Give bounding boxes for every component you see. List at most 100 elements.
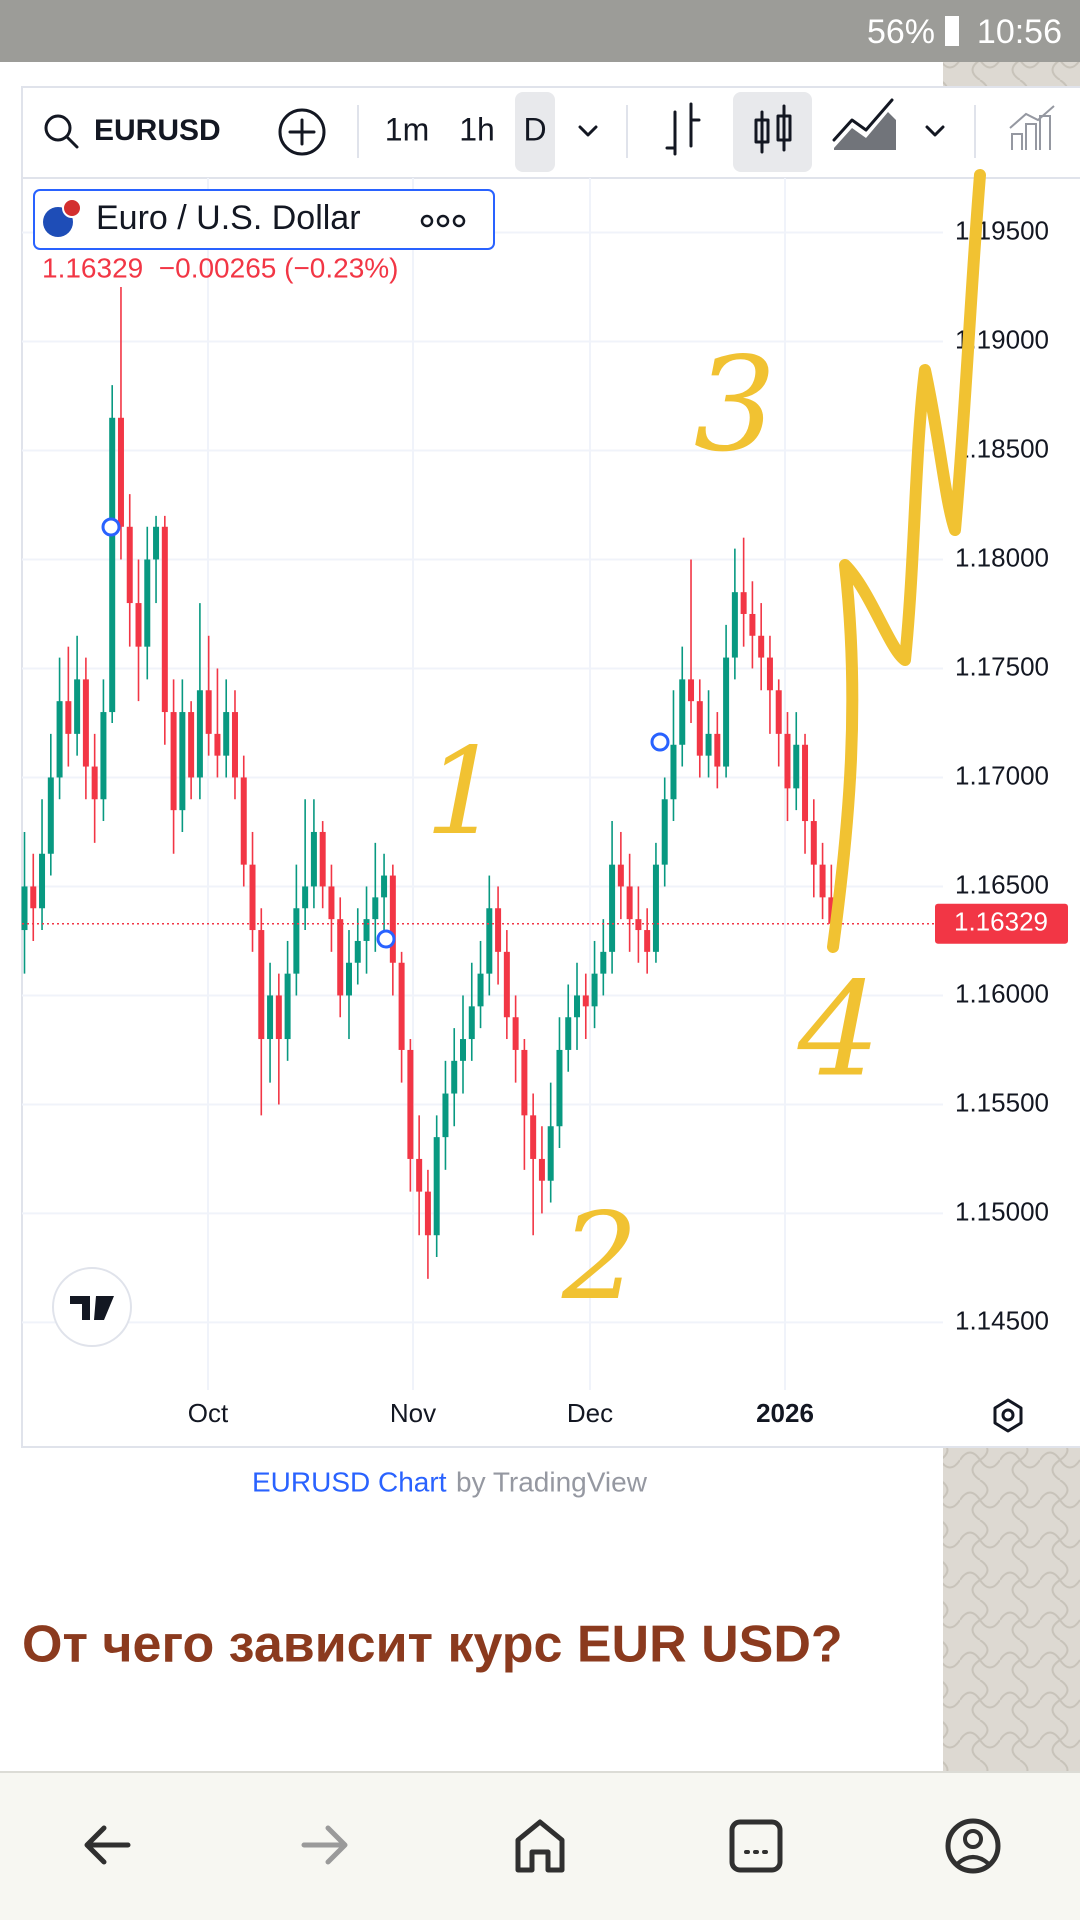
active-type-bg (733, 92, 812, 172)
plot: Oct Nov Dec 2026 1.14500 1.15000 1.15500 1.1600… (21, 178, 1068, 1428)
y-tick-label: 1.17500 (955, 651, 1049, 681)
candle-body (460, 1039, 466, 1061)
chevron[interactable] (925, 125, 945, 137)
x-tick-label: Nov (390, 1398, 436, 1428)
candle-body (319, 831, 326, 887)
candle-body (591, 973, 598, 1007)
candle-body (538, 1158, 545, 1181)
candle-body (784, 733, 791, 789)
interval[interactable]: 1h (459, 111, 495, 147)
search-icon[interactable] (44, 114, 72, 142)
candle-body (65, 701, 72, 734)
candle-body (345, 962, 352, 996)
candle-body (696, 701, 703, 756)
candle-body (688, 679, 695, 702)
indicators-icon[interactable] (1009, 105, 1055, 150)
event-marker[interactable] (650, 732, 670, 752)
candle-body (153, 526, 160, 560)
candle-body (39, 853, 46, 909)
y-tick-label: 1.15000 (955, 1196, 1049, 1226)
candle-body (188, 712, 195, 778)
add-symbol[interactable] (278, 108, 326, 156)
candle-body (802, 744, 809, 822)
legend-box[interactable] (33, 189, 495, 250)
candle-body (170, 712, 177, 811)
annotation: 4 (797, 954, 881, 1106)
annotation: 3 (694, 329, 777, 481)
candle-body (661, 799, 668, 865)
scribble (827, 169, 986, 953)
back-button[interactable] (84, 1825, 131, 1865)
candle-body (433, 1137, 440, 1236)
interval[interactable]: D (523, 111, 546, 147)
candle-body (468, 1006, 475, 1040)
candle-body (644, 930, 651, 952)
account-icon (955, 1855, 991, 1866)
candle-body (109, 417, 116, 713)
area-icon (832, 98, 894, 142)
status-bar (0, 0, 1080, 62)
y-tick-label: 1.15500 (955, 1087, 1049, 1117)
interval[interactable]: 1m (385, 111, 429, 147)
candle-body (275, 995, 282, 1040)
candle-body (381, 875, 388, 898)
time: 10:56 (977, 13, 1062, 51)
event-marker[interactable] (101, 517, 121, 537)
tv-logo[interactable] (52, 1267, 132, 1347)
candle-body (556, 1049, 563, 1127)
candle-body (617, 864, 624, 887)
credit-link[interactable]: EURUSD Chart (252, 1466, 447, 1497)
area-icon[interactable] (834, 112, 896, 150)
candle-body (679, 679, 686, 745)
x-tick-label: 2026 (756, 1398, 814, 1428)
candle-body (389, 875, 396, 963)
candles-icon (754, 118, 770, 144)
chevron[interactable] (578, 125, 598, 137)
more-icon[interactable] (420, 214, 434, 228)
y-tick-label: 1.17000 (955, 760, 1049, 790)
candle-body (416, 1158, 423, 1192)
symbol-name: Euro / U.S. Dollar (96, 199, 361, 237)
account-button[interactable] (945, 1818, 1001, 1874)
candle-body (819, 864, 826, 898)
y-tick-label: 1.18000 (955, 542, 1049, 572)
candle-body (626, 886, 633, 920)
more-icon (436, 214, 450, 228)
candle-body (424, 1191, 431, 1236)
event-marker[interactable] (376, 929, 396, 949)
candle-body (521, 1049, 528, 1116)
candle-body (740, 592, 747, 614)
candle-body (267, 995, 274, 1040)
candle-body (258, 930, 265, 1040)
settings-icon (1001, 1408, 1015, 1422)
candle-body (495, 908, 502, 952)
candle-body (179, 712, 186, 811)
article-heading: От чего зависит курс EUR USD? (22, 1616, 843, 1674)
candle-body (240, 777, 247, 865)
candle-body (214, 733, 221, 756)
symbol[interactable]: EURUSD (94, 114, 221, 147)
candle-body (635, 919, 642, 931)
candle-body (284, 973, 291, 1040)
battery-icon (945, 16, 959, 46)
toolbar: EURUSD 1m 1h D (44, 92, 1055, 172)
candle-body (21, 886, 28, 931)
candle-body (293, 908, 300, 974)
last-price-label: 1.16329 (954, 907, 1048, 937)
forward-button[interactable] (301, 1825, 348, 1865)
quote: 1.16329 −0.00265 (−0.23%) (42, 252, 399, 283)
battery: 56% (867, 13, 935, 51)
tabs-button[interactable] (729, 1819, 783, 1873)
candle-body (758, 635, 765, 658)
settings-icon[interactable] (993, 1398, 1023, 1433)
annotation: 1 (425, 723, 501, 862)
candle-body (337, 919, 344, 996)
candle-body (486, 908, 493, 974)
home-button[interactable] (515, 1819, 565, 1873)
tv-logo (70, 1296, 114, 1320)
candle-body (372, 897, 379, 920)
candle-body (223, 712, 230, 756)
bars-icon[interactable] (665, 102, 701, 156)
x-tick-label: Oct (188, 1398, 229, 1428)
